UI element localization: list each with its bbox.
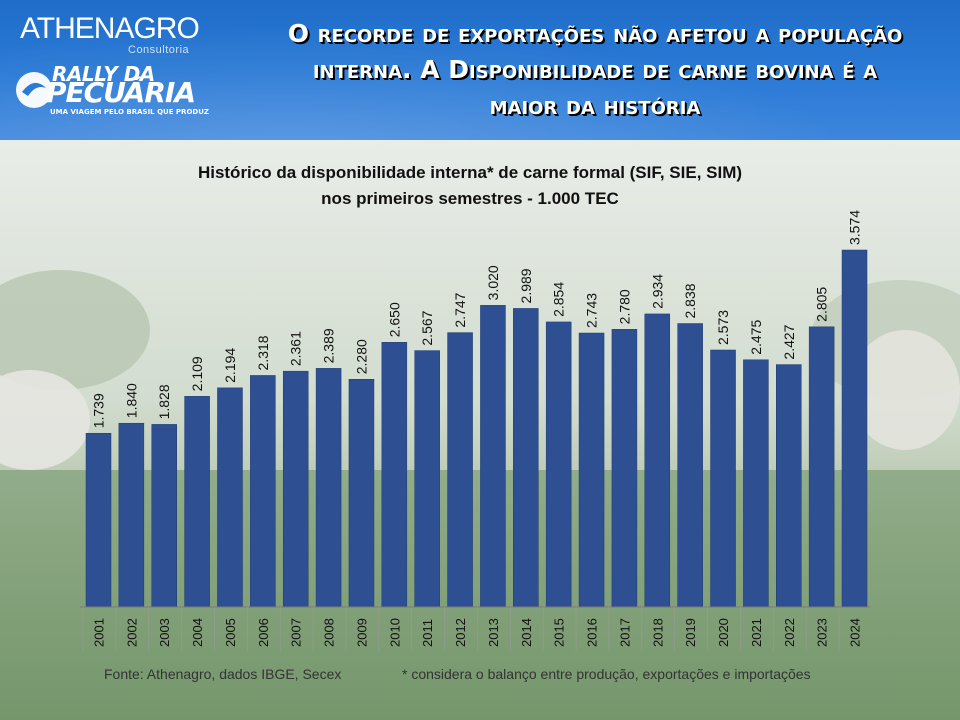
rally-logo-tagline: UMA VIAGEM PELO BRASIL QUE PRODUZ (50, 108, 209, 116)
x-tick-label-2002: 2002 (124, 618, 139, 647)
bar-2021 (743, 359, 769, 608)
bar-value-label-2013: 3.020 (485, 265, 501, 300)
rally-logo-line2: PECUÁRIA (46, 76, 196, 109)
bar-2003 (151, 424, 177, 608)
chart-title-line-1: Histórico da disponibilidade interna* de… (197, 163, 743, 182)
x-tick-label-2013: 2013 (486, 618, 501, 647)
bar-2020 (710, 349, 736, 608)
bar-value-label-2008: 2.389 (321, 328, 337, 363)
rally-logo-badge (16, 72, 52, 108)
bar-value-label-2019: 2.838 (682, 283, 698, 318)
bar-value-label-2011: 2.567 (419, 310, 435, 345)
bar-chart: 1.739 2001 1.840 2002 1.828 2003 2.109 2004 2.19… (80, 210, 870, 651)
athenagro-logo: ATHENAGRO (20, 12, 200, 45)
bar-value-label-2007: 2.361 (288, 331, 304, 366)
x-tick-label-2023: 2023 (815, 618, 830, 647)
athenagro-logo-subtitle: Consultoria (128, 44, 190, 56)
x-tick-label-2016: 2016 (585, 618, 600, 647)
headline-line-3: maior da história (489, 91, 701, 120)
chart-title-line-2: nos primeiros semestres - 1.000 TEC (321, 189, 619, 208)
x-tick-label-2019: 2019 (683, 618, 698, 647)
bar-value-label-2024: 3.574 (847, 210, 863, 245)
bar-2018 (644, 313, 671, 608)
bar-value-label-2005: 2.194 (222, 348, 238, 383)
bar-2009 (348, 379, 375, 608)
bar-value-label-2020: 2.573 (715, 310, 731, 345)
bar-2013 (480, 305, 506, 608)
bar-value-label-2023: 2.805 (814, 287, 830, 322)
bar-value-label-2004: 2.109 (189, 356, 205, 391)
x-tick-label-2022: 2022 (782, 618, 797, 647)
chart-title: Histórico da disponibilidade interna* de… (100, 160, 840, 212)
x-tick-label-2006: 2006 (256, 618, 271, 647)
bar-value-label-2006: 2.318 (255, 335, 271, 370)
x-tick-label-2010: 2010 (387, 618, 402, 647)
bar-2017 (611, 329, 638, 608)
bar-2002 (118, 422, 145, 608)
bar-2010 (381, 342, 408, 608)
headline-line-1: O recorde de exportações não afetou a po… (287, 19, 903, 48)
bar-2004 (184, 396, 210, 608)
x-tick-label-2024: 2024 (848, 618, 863, 647)
bar-2019 (677, 323, 703, 608)
bar-2014 (513, 308, 539, 608)
bar-value-label-2022: 2.427 (781, 324, 797, 359)
x-tick-label-2012: 2012 (453, 618, 468, 647)
bar-2023 (808, 326, 835, 608)
bar-value-label-2016: 2.743 (584, 293, 600, 328)
headline-line-2: interna. A Disponibilidade de carne bovi… (312, 55, 878, 84)
x-tick-label-2017: 2017 (617, 618, 632, 647)
bar-value-label-2002: 1.840 (123, 383, 139, 418)
bar-value-label-2012: 2.747 (452, 292, 468, 327)
x-tick-label-2009: 2009 (354, 618, 369, 647)
bar-2015 (545, 321, 572, 608)
bar-2012 (447, 332, 473, 608)
x-tick-label-2018: 2018 (650, 618, 665, 647)
bar-value-label-2010: 2.650 (386, 302, 402, 337)
bar-2016 (578, 332, 605, 608)
x-tick-label-2007: 2007 (289, 618, 304, 647)
x-tick-label-2001: 2001 (92, 618, 107, 647)
x-tick-label-2021: 2021 (749, 618, 764, 647)
definition-footnote: * considera o balanço entre produção, ex… (402, 666, 811, 682)
bar-value-label-2003: 1.828 (156, 384, 172, 419)
bar-2006 (250, 375, 276, 608)
bar-value-label-2021: 2.475 (748, 320, 764, 355)
bar-value-label-2009: 2.280 (353, 339, 369, 374)
x-tick-label-2015: 2015 (552, 618, 567, 647)
x-tick-label-2014: 2014 (519, 618, 534, 647)
bar-2011 (414, 350, 440, 608)
bar-2007 (282, 370, 309, 608)
bar-value-label-2001: 1.739 (91, 393, 107, 428)
x-tick-label-2003: 2003 (157, 618, 172, 647)
rally-logo-line1: RALLY DA (52, 62, 155, 86)
bar-2024 (841, 249, 868, 608)
source-footnote: Fonte: Athenagro, dados IBGE, Secex (104, 666, 342, 682)
x-tick-label-2020: 2020 (716, 618, 731, 647)
x-tick-label-2011: 2011 (420, 619, 435, 647)
bar-value-label-2017: 2.780 (616, 289, 632, 324)
bar-2001 (85, 433, 112, 608)
x-tick-label-2004: 2004 (190, 618, 205, 647)
x-tick-label-2005: 2005 (223, 618, 238, 647)
bar-2005 (217, 387, 243, 608)
page-headline: O recorde de exportações não afetou a po… (250, 16, 940, 124)
header-banner: ATHENAGRO Consultoria RALLY DA PECUÁRIA … (0, 0, 960, 140)
bar-value-label-2015: 2.854 (551, 282, 567, 317)
bar-value-label-2014: 2.989 (518, 268, 534, 303)
bar-value-label-2018: 2.934 (649, 274, 665, 309)
bar-2008 (315, 368, 342, 608)
bar-2022 (776, 364, 802, 608)
x-tick-label-2008: 2008 (322, 618, 337, 647)
header-glow (0, 0, 960, 140)
